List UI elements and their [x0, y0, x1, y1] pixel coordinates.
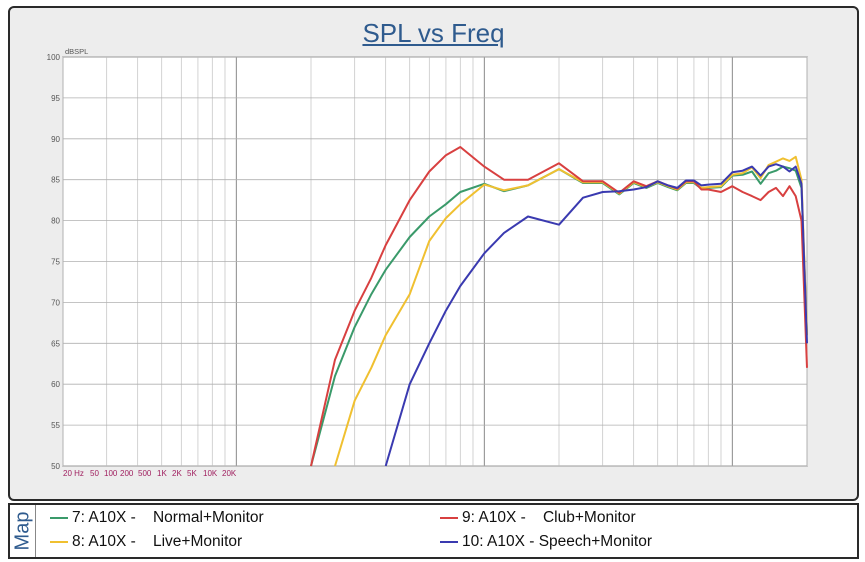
legend-item-speech[interactable]: 10: A10X - Speech+Monitor — [440, 533, 652, 551]
y-tick-label: 100 — [47, 53, 61, 62]
y-tick-label: 50 — [51, 462, 60, 471]
x-tick-label: 20K — [222, 469, 237, 478]
x-tick-label: 20 Hz — [63, 469, 84, 478]
legend-swatch-live — [50, 541, 68, 543]
x-tick-label: 100 — [104, 469, 118, 478]
map-tab-label: Map — [11, 511, 33, 551]
series-line-3 — [384, 163, 808, 467]
y-tick-label: 80 — [51, 217, 60, 226]
x-tick-label: 10K — [203, 469, 218, 478]
legend-swatch-normal — [50, 517, 68, 519]
chart-title: SPL vs Freq — [362, 18, 505, 48]
x-tick-label: 2K — [172, 469, 182, 478]
legend-swatch-club — [440, 517, 458, 519]
y-tick-label: 70 — [51, 298, 60, 307]
y-tick-label: 85 — [51, 176, 60, 185]
y-axis-label: dBSPL — [65, 47, 88, 56]
x-tick-label: 50 — [90, 469, 99, 478]
y-tick-label: 60 — [51, 380, 60, 389]
legend-item-live[interactable]: 8: A10X - Live+Monitor — [50, 533, 242, 551]
legend-label-live: 8: A10X - Live+Monitor — [72, 533, 243, 550]
y-tick-label: 95 — [51, 94, 60, 103]
x-tick-label: 500 — [138, 469, 152, 478]
legend-panel: Map 7: A10X - Normal+Monitor 8: A10X - L… — [8, 503, 859, 559]
legend-item-normal[interactable]: 7: A10X - Normal+Monitor — [50, 509, 264, 527]
x-tick-label: 5K — [187, 469, 197, 478]
legend-label-normal: 7: A10X - Normal+Monitor — [72, 509, 264, 526]
legend-swatch-speech — [440, 541, 458, 543]
legend-item-club[interactable]: 9: A10X - Club+Monitor — [440, 509, 636, 527]
y-tick-label: 75 — [51, 258, 60, 267]
y-tick-label: 65 — [51, 339, 60, 348]
legend-label-club: 9: A10X - Club+Monitor — [462, 509, 636, 526]
y-tick-label: 55 — [51, 421, 60, 430]
y-tick-label: 90 — [51, 135, 60, 144]
x-tick-label: 1K — [157, 469, 167, 478]
x-tick-label: 200 — [120, 469, 134, 478]
map-tab[interactable]: Map — [10, 505, 36, 557]
legend-label-speech: 10: A10X - Speech+Monitor — [462, 533, 652, 550]
